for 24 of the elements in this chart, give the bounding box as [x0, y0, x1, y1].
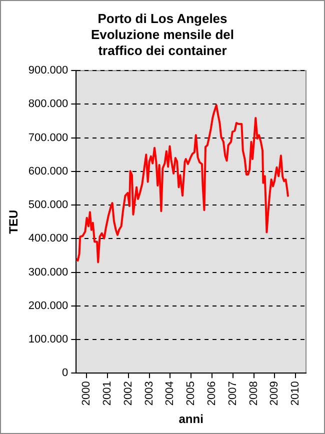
x-axis-title: anni: [178, 412, 204, 426]
y-tick-label: 0: [62, 367, 68, 380]
chart-title: Porto di Los Angeles Evoluzione mensile del traffico dei container: [90, 11, 236, 59]
y-tick-label: 200.000: [28, 300, 68, 312]
x-tick-label: 2002: [122, 381, 134, 406]
y-tick-label: 900.000: [28, 64, 68, 77]
x-tick-label: 2010: [290, 381, 302, 406]
y-tick-label: 300.000: [28, 266, 68, 278]
x-tick-label: 2001: [102, 381, 114, 406]
x-tick-label: 2004: [164, 381, 176, 406]
y-tick-label: 600.000: [28, 165, 68, 178]
x-tick-label: 2008: [248, 381, 260, 406]
x-tick-label: 2009: [268, 381, 281, 406]
y-tick-label: 500.000: [28, 199, 68, 212]
x-tick-label: 2005: [185, 381, 198, 406]
x-tick-label: 2003: [143, 381, 156, 406]
x-tick-label: 2000: [80, 381, 93, 406]
y-tick-label: 700.000: [28, 132, 68, 144]
x-tick-label: 2007: [226, 381, 239, 406]
x-tick-label: 2006: [206, 381, 218, 406]
y-axis-title: TEU: [6, 210, 21, 234]
y-tick-label: 400.000: [28, 232, 68, 245]
y-tick-label: 100.000: [28, 334, 68, 346]
y-tick-label: 800.000: [28, 98, 68, 110]
